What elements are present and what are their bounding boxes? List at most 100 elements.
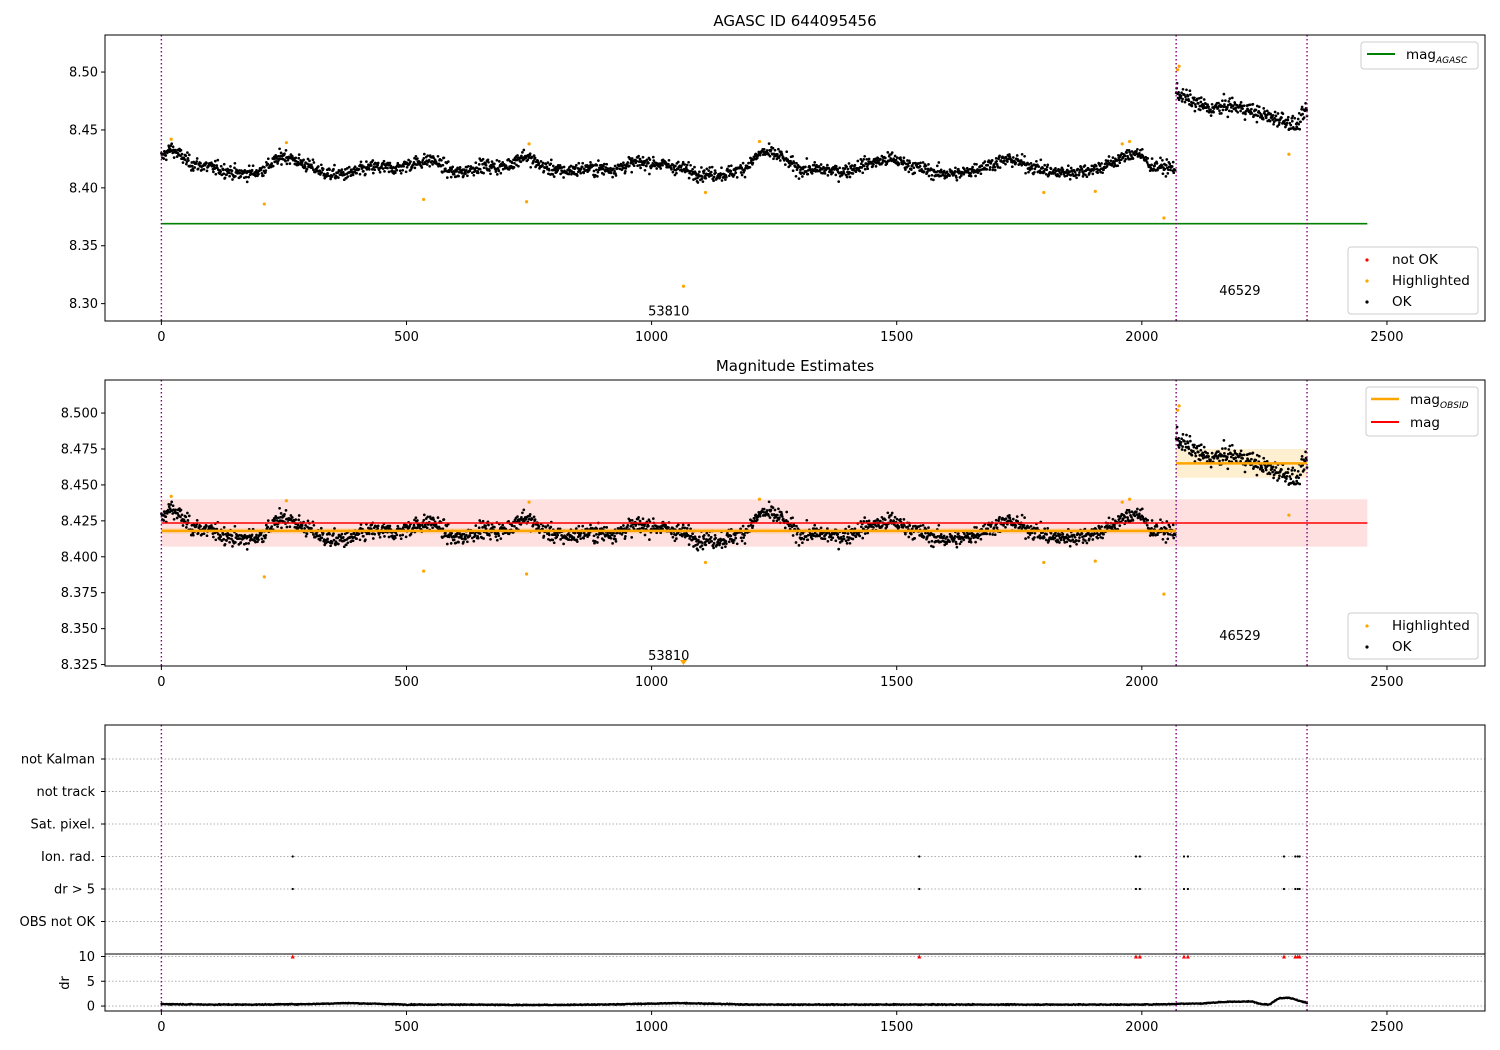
ok-point (1260, 114, 1264, 118)
ok-point (707, 534, 711, 537)
ok-point (1102, 532, 1105, 536)
ok-point (171, 504, 175, 508)
ok-point (305, 532, 309, 536)
ok-point (859, 162, 863, 166)
ok-point (221, 533, 225, 536)
ok-point (681, 160, 685, 164)
legend-mag-label: mag (1410, 415, 1440, 431)
ok-point (1020, 513, 1024, 517)
ok-point (1033, 536, 1036, 539)
ok-point (1206, 103, 1209, 106)
ok-point (1019, 159, 1023, 162)
ok-point (909, 168, 913, 171)
ok-point (926, 170, 929, 173)
ok-point (639, 166, 642, 170)
ok-point (860, 166, 864, 169)
ok-point (687, 160, 690, 164)
legend-ok-label: OK (1392, 639, 1413, 655)
ok-point (477, 526, 481, 530)
ok-point (544, 525, 548, 529)
ok-point (164, 154, 168, 157)
ok-point (474, 524, 478, 527)
ok-point (1193, 96, 1196, 100)
flag-point (1296, 855, 1299, 858)
ok-point (751, 524, 755, 528)
ok-point (817, 165, 821, 168)
ok-point (499, 537, 503, 540)
y-tick-label: 8.450 (61, 478, 98, 493)
ok-point (670, 532, 673, 536)
ok-point (179, 148, 183, 152)
ok-point (395, 168, 399, 172)
ok-point (549, 162, 553, 166)
ok-point (1168, 168, 1172, 172)
ok-point (720, 166, 723, 170)
ok-point (494, 170, 498, 173)
ok-point (1181, 87, 1185, 91)
ok-point (727, 174, 731, 178)
ok-point (367, 532, 371, 536)
ok-point (698, 535, 701, 539)
ok-point (398, 534, 402, 537)
ok-point (562, 542, 565, 546)
ok-point (823, 537, 827, 541)
ok-point (1221, 108, 1225, 112)
ok-point (1226, 103, 1230, 107)
ok-point (908, 161, 912, 165)
ok-point (1135, 150, 1138, 153)
ok-point (1150, 526, 1153, 530)
ok-point (983, 160, 987, 163)
ok-point (513, 524, 516, 528)
ok-point (376, 161, 380, 165)
ok-point (769, 148, 773, 152)
ok-point (513, 161, 516, 165)
ok-point (1111, 517, 1115, 521)
ok-point (732, 173, 736, 177)
ok-point (186, 151, 189, 154)
ok-point (758, 153, 762, 157)
ok-point (233, 524, 237, 528)
ok-point (164, 515, 168, 519)
ok-point (1138, 512, 1141, 516)
ok-point (1014, 524, 1018, 527)
ok-point (1059, 168, 1062, 172)
ok-point (734, 171, 738, 175)
ok-point (537, 162, 541, 165)
ok-point (426, 154, 430, 158)
ok-point (399, 537, 403, 541)
ok-point (370, 168, 374, 171)
ok-point (474, 161, 478, 165)
ok-point (1043, 163, 1047, 167)
ok-point (373, 168, 377, 172)
ok-point (1150, 163, 1153, 167)
ok-point (799, 168, 802, 172)
ok-point (713, 534, 717, 537)
ok-point (1046, 163, 1050, 167)
ok-point (595, 168, 598, 172)
ok-point (709, 170, 713, 174)
ok-point (1159, 518, 1162, 522)
ok-point (1055, 169, 1058, 173)
ok-point (854, 170, 858, 174)
ok-point (778, 155, 781, 158)
ok-point (682, 167, 686, 171)
ok-point (765, 509, 769, 512)
ok-point (440, 158, 443, 162)
ok-point (164, 158, 168, 162)
ok-point (769, 508, 773, 512)
ok-point (1100, 162, 1103, 165)
ok-point (266, 157, 270, 161)
ok-point (1224, 99, 1227, 102)
y-tick-label: 8.50 (69, 66, 98, 81)
ok-point (629, 161, 633, 165)
ok-point (691, 167, 694, 171)
ok-point (1185, 88, 1188, 92)
ok-point (865, 165, 869, 168)
ok-point (903, 524, 906, 527)
ok-point (1236, 110, 1240, 114)
ok-point (937, 523, 941, 527)
ok-point (260, 537, 264, 541)
flag-point (1186, 855, 1190, 858)
ok-point (992, 526, 996, 530)
ok-point (418, 161, 422, 164)
